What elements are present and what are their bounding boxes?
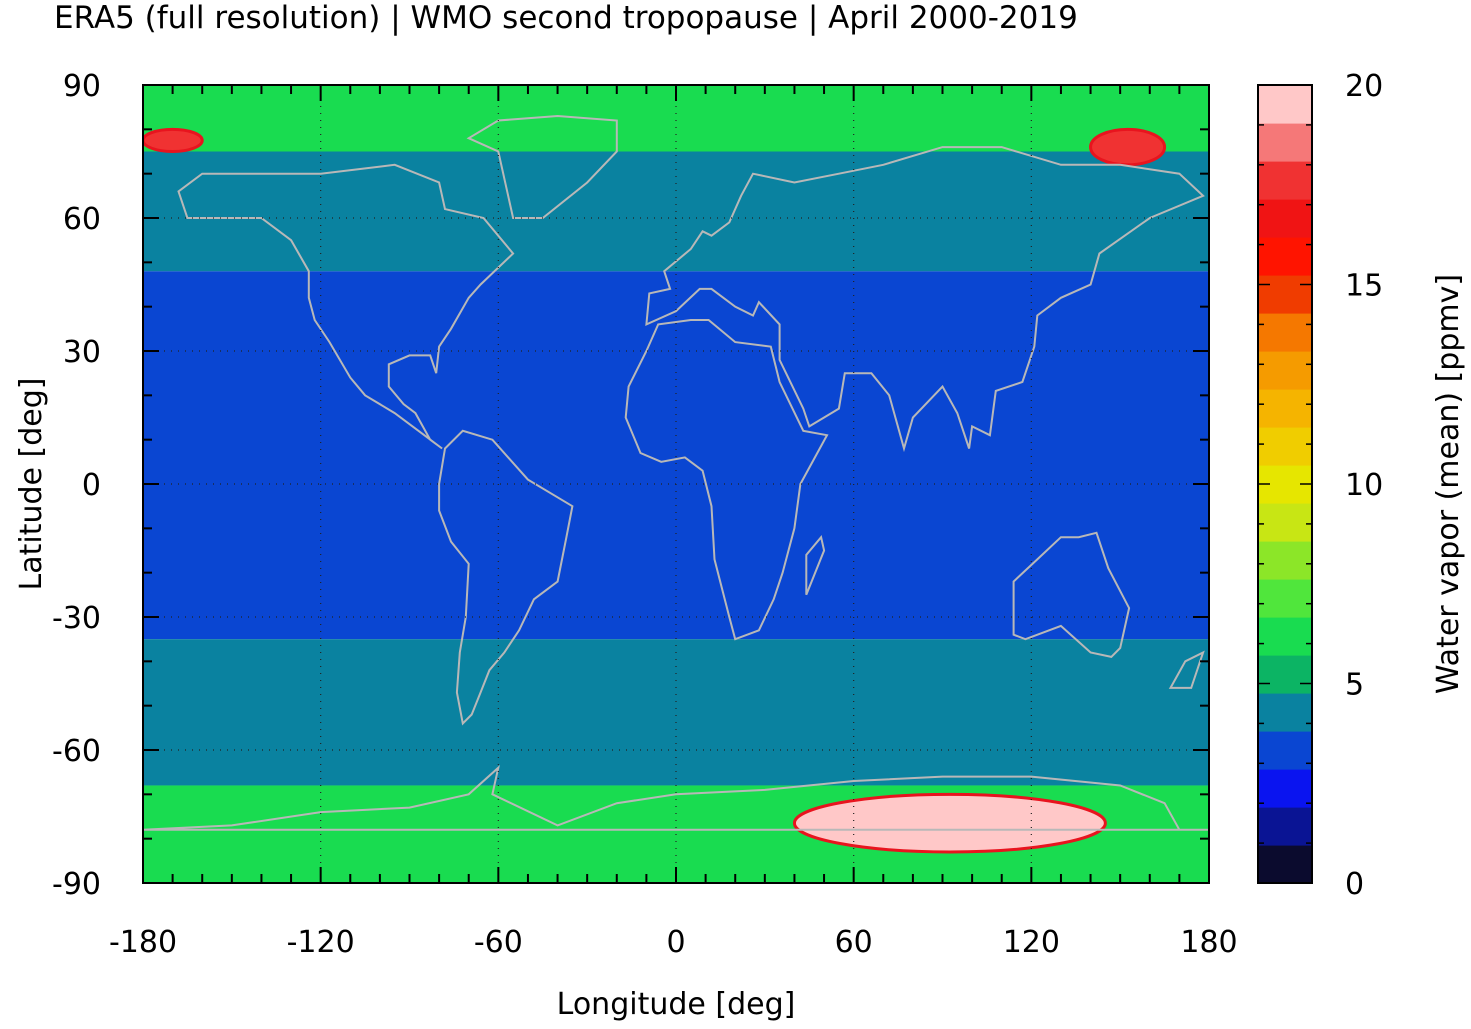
colorbar-swatch [1258,199,1312,238]
colorbar-label: Water vapor (mean) [ppmv] [1431,274,1466,694]
colorbar-swatch [1258,85,1312,124]
colorbar-swatch [1258,769,1312,808]
y-tick-label: 90 [63,69,101,104]
chart-title: ERA5 (full resolution) | WMO second trop… [54,0,1078,36]
colorbar-swatch [1258,313,1312,352]
coastline [1168,650,1205,689]
coastline [1012,531,1131,658]
x-axis-label: Longitude [deg] [557,987,796,1022]
colorbar-swatch [1258,161,1312,200]
colorbar-swatch [1258,427,1312,466]
colorbar-swatch [1258,541,1312,580]
coastline [624,319,829,641]
x-tick-label: 0 [666,925,685,960]
coastline [466,114,618,219]
heatmap-cell [1089,127,1167,167]
x-tick-label: 60 [835,925,873,960]
heatmap-cell [792,792,1107,854]
y-tick-label: -60 [52,734,101,769]
colorbar-swatch [1258,275,1312,314]
y-tick-label: 30 [63,335,101,370]
x-tick-label: 120 [1003,925,1060,960]
y-tick-labels: 90 60 30 0 -30 -60 -90 [52,69,101,902]
coastline [177,163,515,450]
heatmap-cell [143,271,1209,640]
grid-lines [143,85,1209,883]
y-tick-label: 60 [63,202,101,237]
coastline [438,429,574,726]
x-tick-label: -180 [109,925,177,960]
x-tick-label: -60 [474,925,523,960]
colorbar-tick-labels: 0 5 10 15 20 [1345,69,1383,902]
colorbar-swatch [1258,731,1312,770]
colorbar-swatch [1258,237,1312,276]
colorbar-swatch [1258,389,1312,428]
coastline [645,146,1205,453]
coastline [143,764,1209,831]
colorbar-tick-label: 15 [1345,269,1383,304]
colorbar-tick-label: 20 [1345,69,1383,104]
colorbar-swatch [1258,807,1312,846]
colorbar-tick-label: 10 [1345,468,1383,503]
x-tick-label: 180 [1180,925,1237,960]
colorbar [1257,84,1313,884]
x-tick-labels: -180 -120 -60 0 60 120 180 [109,925,1238,960]
y-tick-label: -30 [52,601,101,636]
colorbar-swatch [1258,579,1312,618]
colorbar-swatch [1258,655,1312,694]
colorbar-swatch [1258,503,1312,542]
x-tick-label: -120 [287,925,355,960]
axis-ticks [142,84,1210,884]
y-axis-label: Latitude [deg] [14,378,49,591]
colorbar-tick-label: 5 [1345,668,1364,703]
heatmap-cell [143,639,1209,786]
colorbar-swatch [1258,693,1312,732]
colorbar-swatch [1258,351,1312,390]
colorbar-tick-label: 0 [1345,867,1364,902]
y-tick-label: 0 [82,468,101,503]
colorbar-swatch [1258,617,1312,656]
y-tick-label: -90 [52,867,101,902]
coastline [805,535,826,596]
colorbar-swatch [1258,123,1312,162]
coastlines [143,114,1209,831]
heatmap-cell [143,127,204,153]
colorbar-swatch [1258,845,1312,884]
